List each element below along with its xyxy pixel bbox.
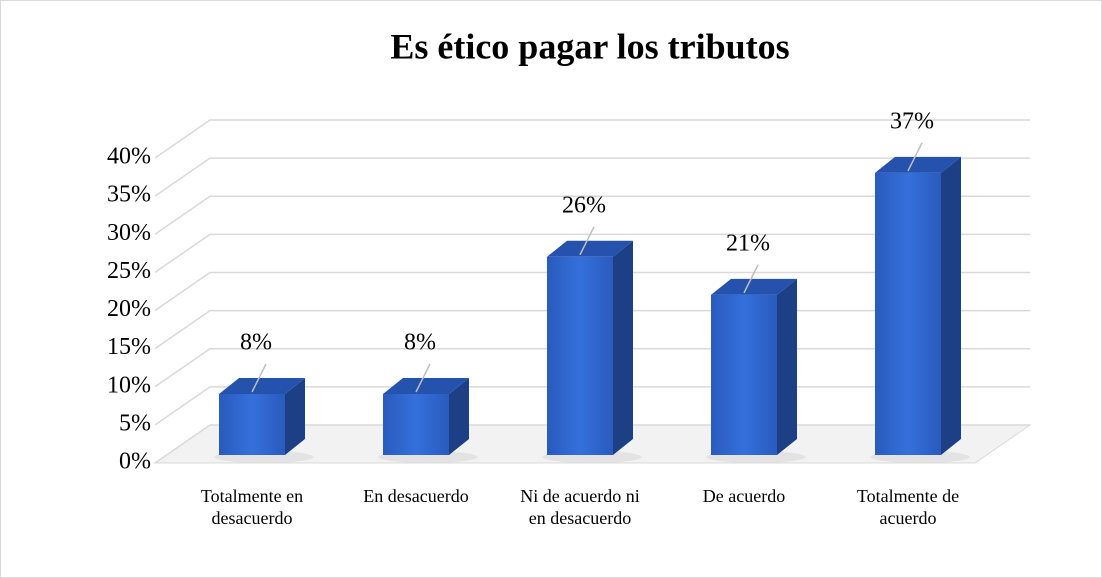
bar [875, 156, 961, 455]
grid-line [154, 119, 1030, 159]
data-label: 21% [726, 230, 770, 256]
bar [219, 378, 305, 455]
grid-line [154, 195, 1030, 235]
data-label: 8% [240, 330, 272, 356]
leader-line [743, 264, 759, 294]
bar-side [449, 378, 469, 455]
bar-top [875, 156, 961, 173]
y-tick-label: 15% [107, 334, 151, 360]
chart-title: Es ético pagar los tributos [390, 26, 789, 66]
y-tick-label: 40% [107, 144, 151, 170]
bar [383, 378, 469, 455]
y-tick-label: 25% [107, 258, 151, 284]
x-tick-label: Totalmente en desacuerdo [200, 486, 304, 528]
bar-front [383, 394, 449, 455]
x-tick-label: Totalmente de acuerdo [856, 486, 960, 528]
data-label: 37% [890, 108, 934, 134]
data-label: 26% [562, 192, 606, 218]
grid-line [154, 157, 1030, 197]
bar-side [941, 156, 961, 455]
y-tick-label: 20% [107, 296, 151, 322]
y-tick-label: 30% [107, 220, 151, 246]
y-tick-label: 0% [119, 449, 151, 475]
bar-top [219, 378, 305, 394]
data-label: 8% [404, 330, 436, 356]
grid-line [154, 233, 1030, 273]
bar-top [547, 240, 633, 257]
bar-front [547, 256, 613, 455]
x-tick-label: De acuerdo [702, 486, 786, 506]
bar-top [383, 378, 469, 394]
grid-line [154, 271, 1030, 312]
leader-line [579, 226, 595, 256]
leader-line [907, 142, 923, 172]
y-tick-label: 10% [107, 372, 151, 398]
y-tick-label: 35% [107, 182, 151, 208]
bar [547, 240, 633, 455]
bar-front [875, 172, 941, 455]
bar-top [711, 278, 797, 295]
x-tick-label: Ni de acuerdo ni en desacuerdo [520, 486, 640, 528]
bar-side [613, 240, 633, 455]
bar [711, 278, 797, 455]
leader-line [415, 363, 431, 393]
bar-side [285, 378, 305, 455]
x-tick-label: En desacuerdo [363, 486, 469, 506]
bar-front [219, 394, 285, 455]
y-tick-label: 5% [119, 410, 151, 436]
leader-line [251, 363, 267, 393]
bar-front [711, 294, 777, 455]
bar-side [777, 278, 797, 455]
